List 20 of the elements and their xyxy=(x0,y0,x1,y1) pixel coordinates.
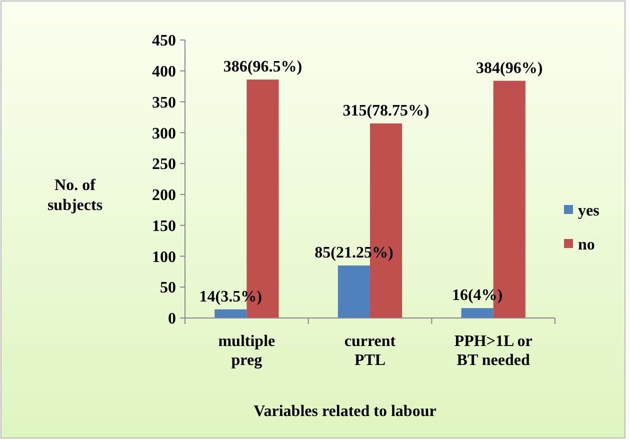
y-tick-label: 0 xyxy=(168,310,176,328)
y-tick-label: 400 xyxy=(152,63,176,80)
data-label: 384(96%) xyxy=(476,60,543,77)
legend-label: no xyxy=(578,236,595,254)
y-tick-label: 300 xyxy=(152,125,176,142)
x-axis-title: Variables related to labour xyxy=(254,403,436,420)
data-label: 386(96.5%) xyxy=(223,58,302,76)
y-axis-title: No. of subjects xyxy=(47,177,103,214)
x-tick-label: multiple preg xyxy=(218,333,276,369)
y-tick-label: 100 xyxy=(152,248,176,266)
y-tick-label: 200 xyxy=(152,187,176,204)
y-tick-label: 450 xyxy=(152,32,176,50)
data-label: 315(78.75%) xyxy=(342,102,430,120)
y-tick-label: 50 xyxy=(160,280,176,297)
x-tick-label: current PTL xyxy=(344,333,396,369)
x-tick-label: PPH>1L or BT needed xyxy=(454,333,532,369)
y-tick-label: 150 xyxy=(152,218,176,235)
legend-label: yes xyxy=(578,202,600,220)
y-tick-label: 350 xyxy=(152,94,176,112)
y-tick-label: 250 xyxy=(152,156,176,174)
